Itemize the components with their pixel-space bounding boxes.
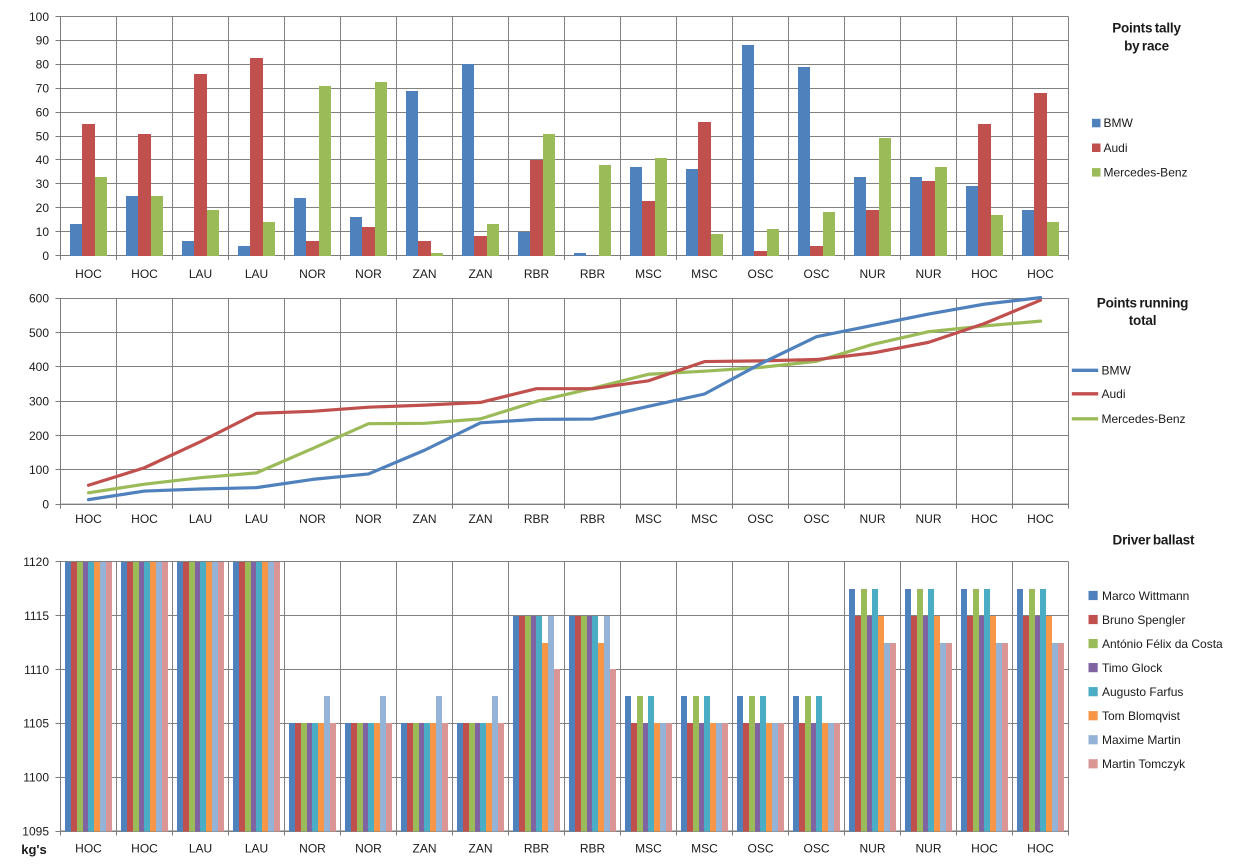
svg-text:Tom Blomqvist: Tom Blomqvist — [1102, 709, 1181, 723]
svg-text:MSC: MSC — [691, 267, 718, 281]
svg-text:HOC: HOC — [971, 512, 998, 526]
svg-text:1095: 1095 — [22, 824, 49, 838]
svg-text:20: 20 — [36, 201, 50, 215]
svg-text:LAU: LAU — [189, 512, 212, 526]
svg-text:LAU: LAU — [189, 841, 212, 855]
svg-text:Points running: Points running — [1097, 295, 1188, 310]
svg-text:MSC: MSC — [691, 512, 718, 526]
svg-text:OSC: OSC — [747, 841, 773, 855]
svg-text:600: 600 — [29, 292, 49, 306]
svg-text:Maxime Martin: Maxime Martin — [1102, 733, 1181, 747]
svg-text:400: 400 — [29, 360, 49, 374]
svg-text:60: 60 — [36, 105, 50, 119]
svg-text:200: 200 — [29, 429, 49, 443]
svg-text:LAU: LAU — [245, 267, 268, 281]
svg-text:ZAN: ZAN — [469, 841, 493, 855]
svg-text:NUR: NUR — [916, 512, 942, 526]
svg-text:RBR: RBR — [580, 841, 606, 855]
svg-text:MSC: MSC — [635, 841, 662, 855]
svg-text:Timo Glock: Timo Glock — [1102, 661, 1163, 675]
svg-text:RBR: RBR — [580, 512, 606, 526]
svg-text:ZAN: ZAN — [413, 512, 437, 526]
svg-text:HOC: HOC — [131, 267, 158, 281]
svg-text:OSC: OSC — [747, 512, 773, 526]
svg-text:HOC: HOC — [75, 841, 102, 855]
svg-text:MSC: MSC — [691, 841, 718, 855]
svg-text:HOC: HOC — [1027, 841, 1054, 855]
svg-text:MSC: MSC — [635, 512, 662, 526]
svg-text:100: 100 — [29, 10, 49, 24]
svg-text:HOC: HOC — [1027, 267, 1054, 281]
svg-text:30: 30 — [36, 177, 50, 191]
svg-text:10: 10 — [36, 225, 50, 239]
svg-text:Points tally: Points tally — [1112, 21, 1181, 36]
svg-text:OSC: OSC — [803, 841, 829, 855]
svg-text:HOC: HOC — [75, 267, 102, 281]
svg-text:Mercedes-Benz: Mercedes-Benz — [1104, 166, 1188, 180]
svg-text:80: 80 — [36, 58, 50, 72]
svg-text:90: 90 — [36, 34, 50, 48]
svg-text:50: 50 — [36, 129, 50, 143]
svg-text:NOR: NOR — [355, 841, 382, 855]
svg-text:Audi: Audi — [1102, 387, 1126, 401]
svg-text:Mercedes-Benz: Mercedes-Benz — [1102, 412, 1186, 426]
svg-text:RBR: RBR — [580, 267, 606, 281]
svg-text:HOC: HOC — [971, 841, 998, 855]
svg-text:40: 40 — [36, 153, 50, 167]
svg-text:NUR: NUR — [860, 267, 886, 281]
svg-text:LAU: LAU — [245, 512, 268, 526]
svg-text:total: total — [1129, 313, 1157, 328]
svg-text:RBR: RBR — [524, 267, 550, 281]
svg-text:ZAN: ZAN — [413, 841, 437, 855]
svg-text:by race: by race — [1124, 39, 1170, 54]
svg-text:NUR: NUR — [860, 841, 886, 855]
svg-text:António Félix da Costa: António Félix da Costa — [1102, 637, 1223, 651]
svg-text:NOR: NOR — [299, 841, 326, 855]
svg-text:OSC: OSC — [803, 512, 829, 526]
svg-text:1115: 1115 — [24, 609, 49, 623]
svg-text:70: 70 — [36, 82, 50, 96]
svg-text:NUR: NUR — [860, 512, 886, 526]
svg-text:NOR: NOR — [299, 267, 326, 281]
svg-text:0: 0 — [42, 249, 49, 263]
svg-text:Driver ballast: Driver ballast — [1113, 533, 1195, 548]
svg-text:RBR: RBR — [524, 841, 550, 855]
svg-text:Martin Tomczyk: Martin Tomczyk — [1102, 757, 1186, 771]
svg-text:Audi: Audi — [1104, 141, 1128, 155]
svg-text:MSC: MSC — [635, 267, 662, 281]
svg-text:1110: 1110 — [24, 663, 49, 677]
svg-text:HOC: HOC — [131, 512, 158, 526]
svg-text:kg's: kg's — [21, 842, 47, 857]
svg-text:ZAN: ZAN — [469, 267, 493, 281]
svg-text:NUR: NUR — [916, 267, 942, 281]
svg-text:OSC: OSC — [747, 267, 773, 281]
svg-text:500: 500 — [29, 326, 49, 340]
svg-text:0: 0 — [42, 497, 49, 511]
svg-text:NOR: NOR — [299, 512, 326, 526]
svg-text:Augusto Farfus: Augusto Farfus — [1102, 685, 1183, 699]
svg-text:NUR: NUR — [916, 841, 942, 855]
svg-text:NOR: NOR — [355, 267, 382, 281]
svg-text:1120: 1120 — [23, 555, 49, 569]
svg-text:Marco Wittmann: Marco Wittmann — [1102, 589, 1189, 603]
svg-text:1105: 1105 — [23, 717, 49, 731]
svg-text:1100: 1100 — [23, 770, 49, 784]
svg-text:Bruno Spengler: Bruno Spengler — [1102, 613, 1185, 627]
svg-text:HOC: HOC — [75, 512, 102, 526]
svg-text:LAU: LAU — [189, 267, 212, 281]
svg-text:OSC: OSC — [803, 267, 829, 281]
svg-text:NOR: NOR — [355, 512, 382, 526]
svg-text:BMW: BMW — [1102, 364, 1132, 378]
svg-text:LAU: LAU — [245, 841, 268, 855]
svg-text:100: 100 — [29, 463, 49, 477]
svg-text:ZAN: ZAN — [413, 267, 437, 281]
svg-text:300: 300 — [29, 395, 49, 409]
svg-text:ZAN: ZAN — [469, 512, 493, 526]
svg-text:HOC: HOC — [131, 841, 158, 855]
svg-text:HOC: HOC — [1027, 512, 1054, 526]
svg-text:RBR: RBR — [524, 512, 550, 526]
svg-text:HOC: HOC — [971, 267, 998, 281]
svg-text:BMW: BMW — [1104, 116, 1134, 130]
